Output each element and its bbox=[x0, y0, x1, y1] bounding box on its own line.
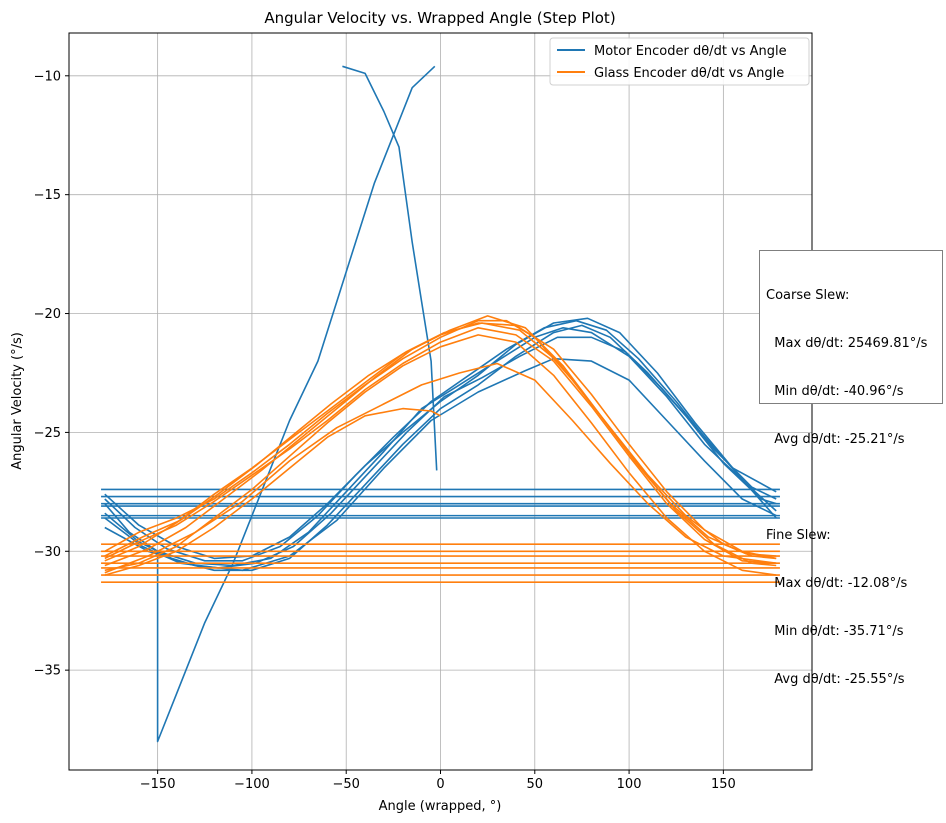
stats-line: Coarse Slew: bbox=[766, 288, 850, 303]
y-tick-label: −30 bbox=[34, 545, 61, 560]
glass-series-line bbox=[104, 315, 777, 567]
stats-line: Avg dθ/dt: -25.55°/s bbox=[766, 672, 905, 687]
motor-series-line bbox=[156, 65, 436, 743]
stats-line: Fine Slew: bbox=[766, 528, 831, 543]
y-tick-label: −15 bbox=[34, 188, 61, 203]
stats-line: Max dθ/dt: -12.08°/s bbox=[766, 576, 908, 591]
glass-series-line bbox=[104, 362, 777, 574]
legend: Motor Encoder dθ/dt vs Angle Glass Encod… bbox=[549, 37, 810, 86]
chart-title: Angular Velocity vs. Wrapped Angle (Step… bbox=[264, 9, 615, 27]
stats-line bbox=[766, 480, 936, 496]
y-tick-label: −25 bbox=[34, 426, 61, 441]
y-tick-label: −10 bbox=[34, 69, 61, 84]
y-axis-label: Angular Velocity (°/s) bbox=[10, 332, 25, 470]
motor-series-line bbox=[104, 317, 777, 560]
stats-line: Min dθ/dt: -35.71°/s bbox=[766, 624, 904, 639]
x-tick-label: −50 bbox=[332, 777, 359, 792]
motor-series-line bbox=[104, 319, 777, 562]
x-axis-label: Angle (wrapped, °) bbox=[379, 799, 502, 814]
x-tick-label: 100 bbox=[617, 777, 642, 792]
x-tick-label: −100 bbox=[234, 777, 270, 792]
legend-label-glass: Glass Encoder dθ/dt vs Angle bbox=[594, 66, 784, 81]
motor-series-line bbox=[342, 65, 438, 471]
x-tick-label: 50 bbox=[527, 777, 544, 792]
x-tick-label: −150 bbox=[140, 777, 176, 792]
stats-line: Avg dθ/dt: -25.21°/s bbox=[766, 432, 905, 447]
glass-series-line bbox=[104, 326, 777, 564]
glass-series-line bbox=[104, 322, 777, 562]
x-tick-label: 0 bbox=[436, 777, 444, 792]
legend-box bbox=[549, 37, 810, 86]
legend-label-motor: Motor Encoder dθ/dt vs Angle bbox=[594, 44, 787, 59]
stats-line: Min dθ/dt: -40.96°/s bbox=[766, 384, 904, 399]
axes: −150 −100 −50 0 50 100 150 −35 −30 −25 −20 −15 −10 bbox=[34, 69, 736, 792]
glass-series-line bbox=[104, 334, 777, 576]
stats-line: Max dθ/dt: 25469.81°/s bbox=[766, 336, 928, 351]
y-tick-label: −35 bbox=[34, 664, 61, 679]
y-tick-label: −20 bbox=[34, 307, 61, 322]
x-tick-label: 150 bbox=[711, 777, 736, 792]
plot-data bbox=[101, 65, 780, 743]
glass-series-line bbox=[104, 322, 777, 557]
stats-annotation-box: Coarse Slew: Max dθ/dt: 25469.81°/s Min … bbox=[759, 250, 943, 687]
glass-series-line bbox=[104, 407, 441, 576]
